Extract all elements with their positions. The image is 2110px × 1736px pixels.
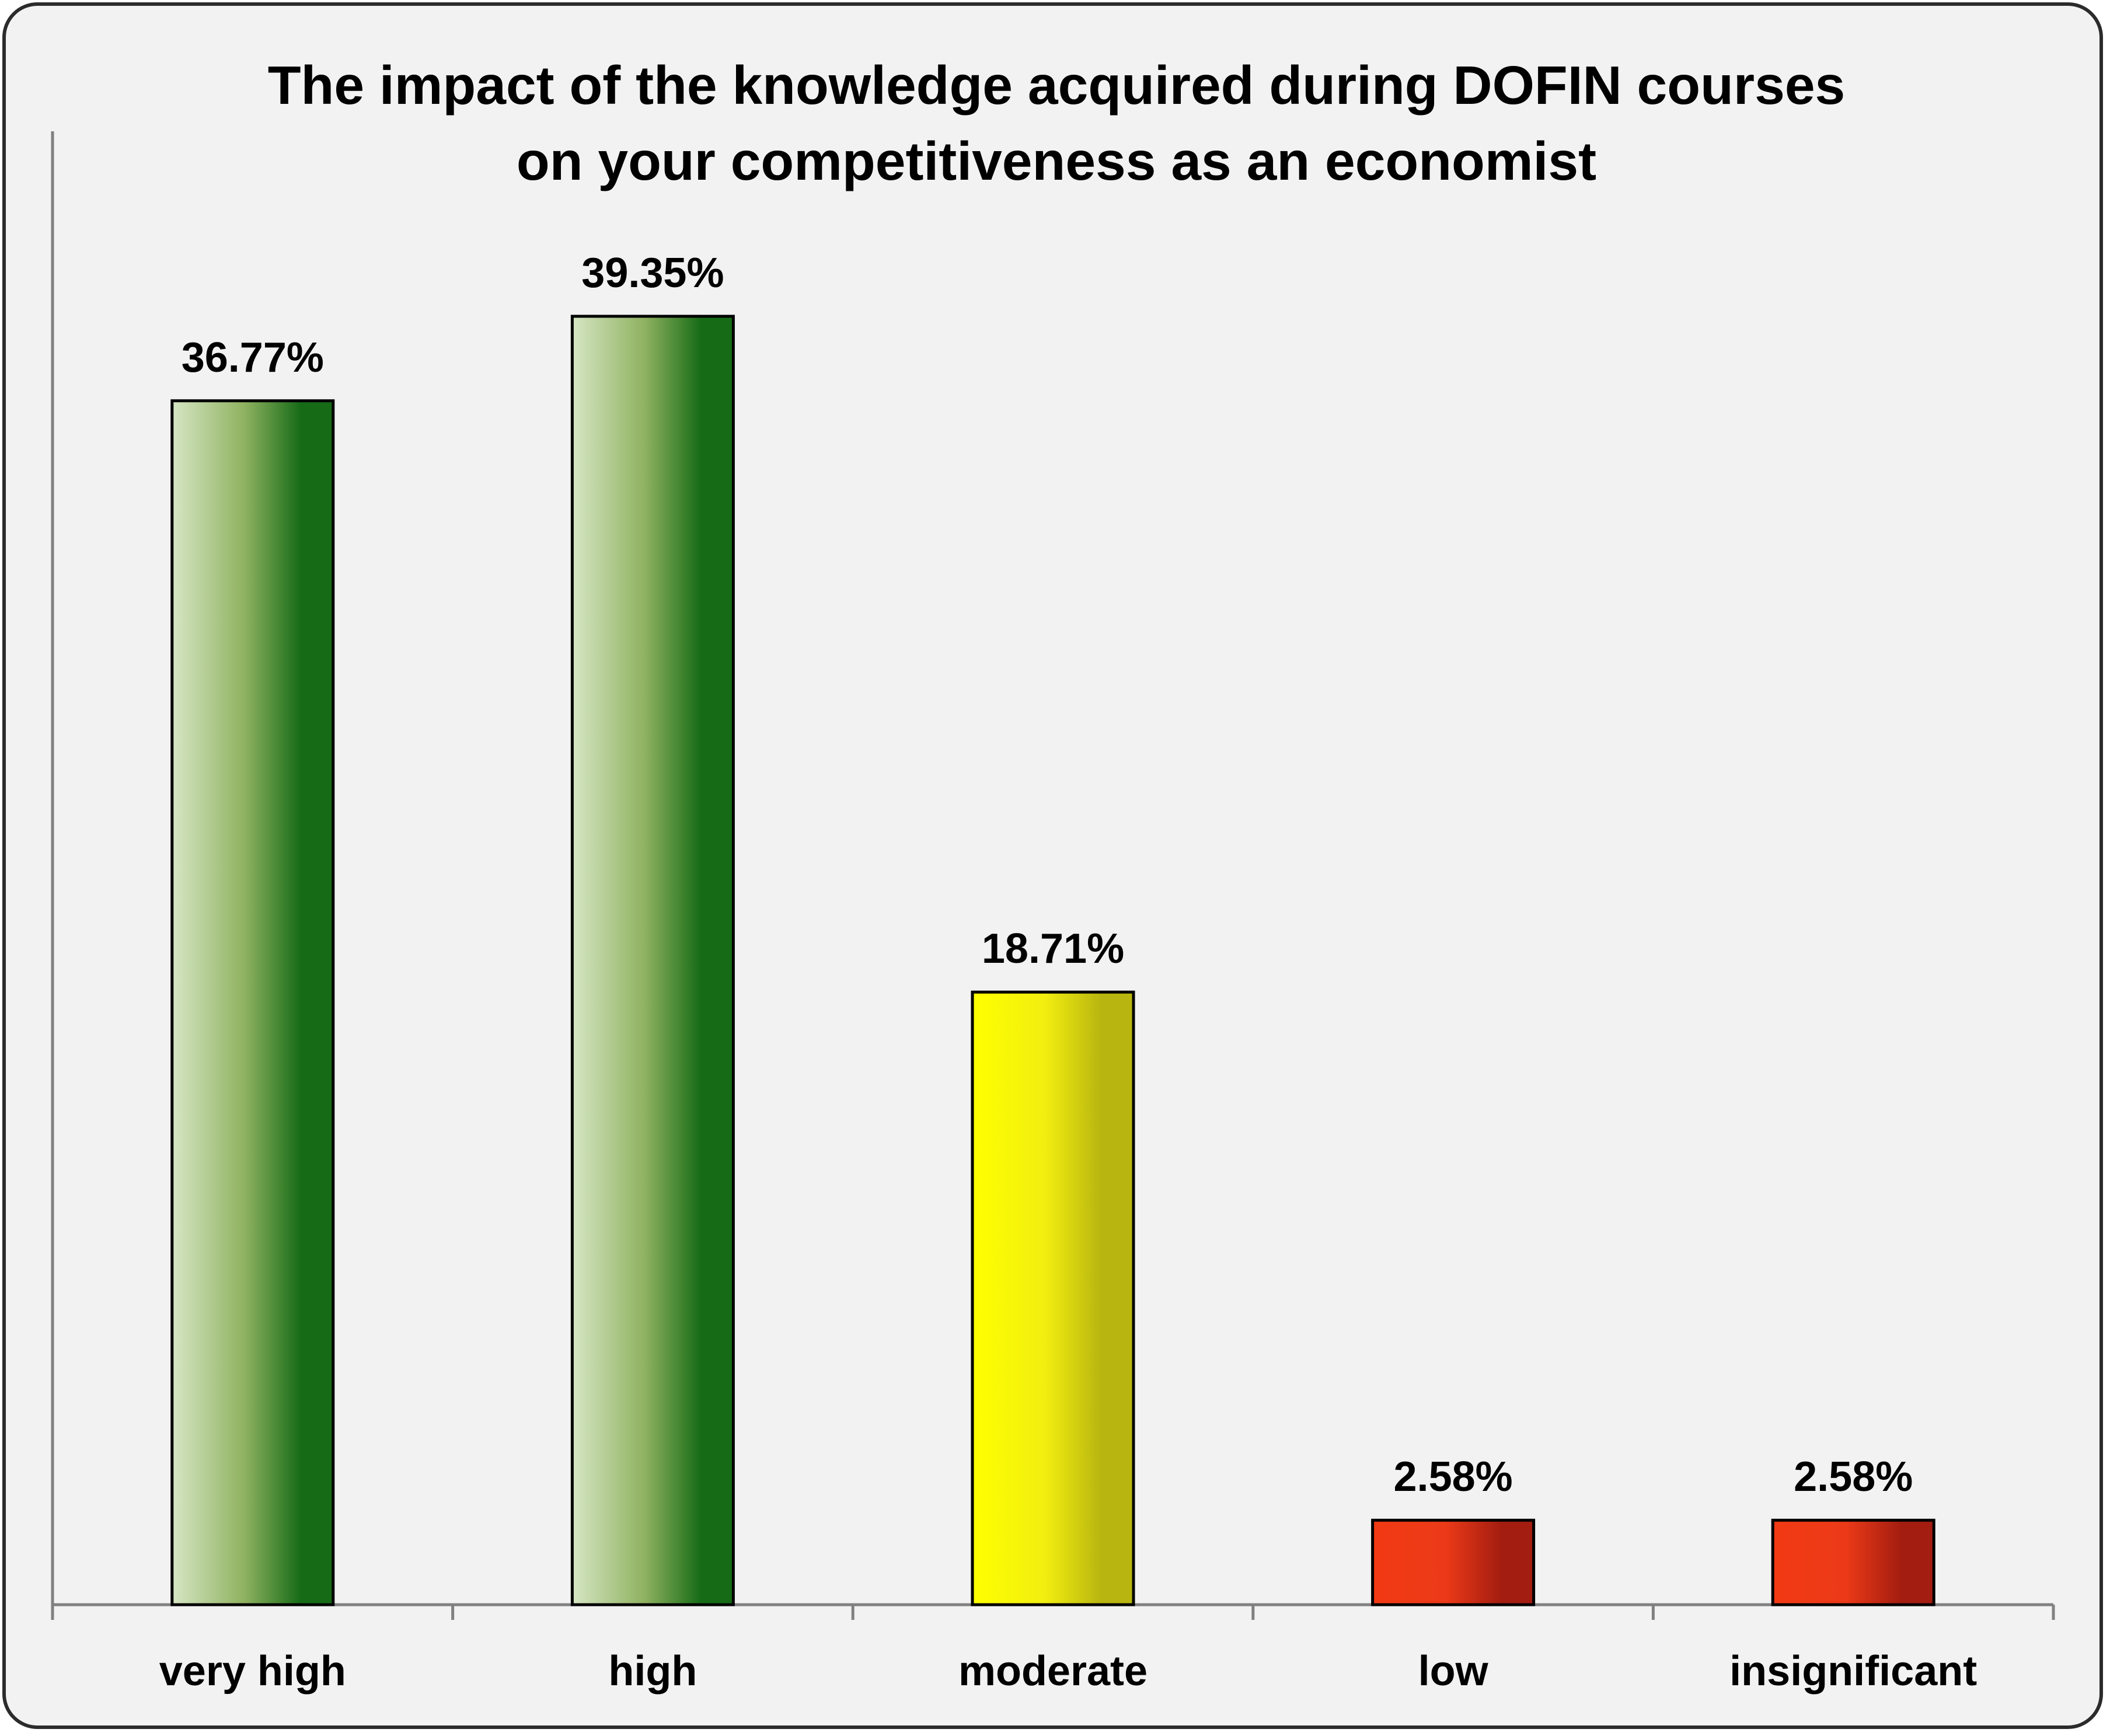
data-label: 36.77%	[182, 334, 324, 381]
bar-insignificant	[1771, 1518, 1935, 1606]
chart-title-line-2: on your competitiveness as an economist	[517, 131, 1596, 191]
x-tick-label: insignificant	[1729, 1648, 1977, 1695]
bar-very-high	[170, 399, 335, 1606]
chart-title-line-1: The impact of the knowledge acquired dur…	[268, 55, 1846, 116]
bar-moderate	[971, 990, 1135, 1606]
bar-high	[570, 315, 735, 1606]
data-label: 18.71%	[982, 925, 1124, 972]
x-tick-label: high	[608, 1648, 697, 1695]
x-tick-label: very high	[159, 1648, 346, 1695]
bar-chart: The impact of the knowledge acquired dur…	[51, 55, 2055, 1695]
x-tick-label: moderate	[958, 1648, 1148, 1695]
data-label: 39.35%	[581, 250, 724, 296]
data-label: 2.58%	[1794, 1454, 1913, 1500]
x-tick-label: low	[1418, 1648, 1489, 1695]
bar-low	[1371, 1518, 1536, 1606]
data-label: 2.58%	[1394, 1454, 1513, 1500]
